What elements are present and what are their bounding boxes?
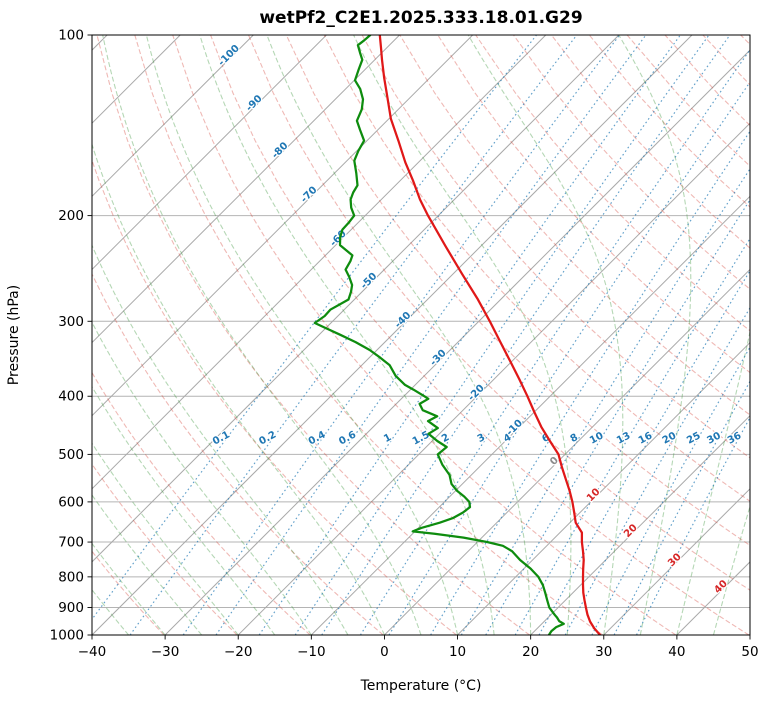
dry-adiabat-line	[361, 35, 750, 459]
dry-adiabat-line	[210, 35, 750, 635]
x-tick-label: 20	[522, 644, 539, 660]
y-tick-label: 500	[58, 447, 84, 463]
x-tick-label: −40	[78, 644, 107, 660]
y-tick-label: 800	[58, 569, 84, 585]
dry-adiabat-line	[285, 35, 750, 547]
y-tick-label: 1000	[50, 628, 84, 644]
sounding-curves	[313, 35, 602, 635]
x-tick-label: 30	[595, 644, 612, 660]
moist-adiabat-line	[353, 35, 572, 635]
dry-adiabat-line	[437, 35, 750, 374]
dry-adiabat-line	[92, 371, 311, 635]
dewpoint-curve	[313, 35, 565, 635]
mixing-ratio-line	[182, 35, 621, 635]
mixing-ratio-line	[514, 237, 750, 635]
moist-adiabat-line	[92, 542, 166, 635]
x-tick-label: −10	[297, 644, 326, 660]
dry-adiabat-line	[92, 463, 238, 635]
moist-adiabat-line	[92, 321, 312, 635]
x-tick-label: 0	[380, 644, 389, 660]
plot-border	[91, 34, 751, 636]
moist-adiabat-line	[92, 385, 276, 635]
dry-adiabat-line	[172, 35, 677, 635]
x-tick-label: 40	[668, 644, 685, 660]
isotherm-line	[457, 341, 750, 635]
mixing-ratio-line	[294, 35, 710, 635]
y-tick-label: 600	[58, 494, 84, 510]
dry-adiabat-line	[92, 272, 384, 635]
moist-adiabat-line	[467, 35, 624, 635]
mixing-ratio-line	[430, 130, 750, 635]
isotherm-line	[384, 268, 750, 635]
x-tick-label: 50	[741, 644, 758, 660]
y-tick-label: 100	[58, 28, 84, 44]
y-tick-label: 400	[58, 389, 84, 405]
chart-title: wetPf2_C2E1.2025.333.18.01.G29	[259, 8, 582, 28]
isotherm-line	[92, 35, 254, 198]
isotherm-line	[92, 35, 620, 563]
mixing-ratio-line	[215, 35, 647, 635]
moist-adiabat-line	[92, 589, 130, 635]
y-tick-label: 200	[58, 208, 84, 224]
moist-adiabat-line	[92, 243, 349, 635]
x-tick-label: 10	[449, 644, 466, 660]
moist-adiabat-line	[92, 494, 203, 635]
isotherm-line	[92, 35, 474, 417]
isotherm-line	[92, 35, 693, 635]
moist-adiabat-line	[618, 35, 692, 635]
isotherm-line	[237, 122, 750, 635]
dry-adiabat-line	[92, 550, 165, 635]
mixing-ratio-line	[92, 35, 537, 621]
mixing-ratio-line	[388, 81, 750, 635]
isotherm-line	[530, 414, 750, 635]
mixing-ratio-line	[321, 35, 731, 635]
moist-adiabat-line	[266, 35, 532, 635]
x-axis-ticks: −40 −30 −20 −10 0 10 20 30 40 50	[78, 635, 759, 660]
mixing-ratio-lines	[92, 35, 750, 635]
moist-adiabat-line	[92, 142, 385, 635]
isotherm-line	[92, 35, 400, 344]
moist-adiabat-line	[199, 35, 495, 635]
y-axis-ticks: 100 200 300 400 500 600 700 800 900 1000	[50, 28, 92, 644]
mixing-ratio-line	[359, 48, 750, 635]
isotherm-line	[310, 195, 750, 635]
x-tick-label: −20	[224, 644, 253, 660]
moist-adiabat-line	[145, 35, 459, 635]
y-tick-label: 900	[58, 600, 84, 616]
x-axis-label: Temperature (°C)	[360, 678, 482, 694]
y-axis-label: Pressure (hPa)	[6, 285, 22, 385]
moist-adiabat-line	[102, 35, 422, 635]
isotherm-line	[92, 35, 327, 271]
isotherm-line	[92, 35, 547, 490]
mixing-ratio-line	[591, 345, 750, 635]
moist-adiabat-lines	[92, 35, 750, 635]
isotherm-lines	[92, 35, 750, 635]
pressure-gridlines	[92, 35, 750, 635]
y-tick-label: 700	[58, 535, 84, 551]
moist-adiabat-line	[676, 329, 750, 635]
isotherm-line	[603, 488, 750, 635]
moist-adiabat-line	[92, 442, 239, 635]
y-tick-label: 300	[58, 314, 84, 330]
mixing-ratio-line	[485, 198, 750, 635]
dry-adiabat-line	[92, 158, 457, 635]
isotherm-line	[164, 49, 750, 635]
temperature-curve	[378, 35, 602, 635]
dry-adiabat-line	[323, 35, 750, 502]
mixing-ratio-line	[460, 167, 750, 635]
dry-adiabat-line	[96, 35, 530, 635]
x-tick-label: −30	[151, 644, 180, 660]
